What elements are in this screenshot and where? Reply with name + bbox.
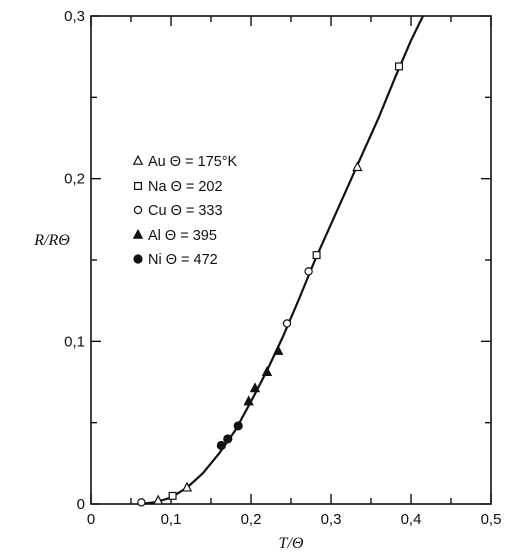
- data-point-series-2: [282, 319, 292, 328]
- x-tick-label: 0,1: [161, 511, 182, 528]
- data-point-series-0: [352, 161, 363, 172]
- data-point-series-2: [137, 498, 146, 507]
- x-tick-label: 0,3: [321, 511, 342, 528]
- data-point-series-4: [233, 421, 243, 431]
- legend-symbol-3: [132, 228, 144, 239]
- tick-labels: 0 0,1 0,2 0,3 0,4 0,5 0 0,1 0,2 0,3: [64, 8, 501, 528]
- legend-marker-1: [134, 182, 143, 191]
- legend-label-4: Ni Θ = 472: [148, 252, 218, 268]
- x-tick-label: 0,4: [401, 511, 422, 528]
- legend-marker-3: [132, 228, 144, 239]
- legend-label-3: Al Θ = 395: [148, 228, 217, 244]
- y-axis-label: R/RΘ: [33, 232, 70, 249]
- data-point-series-3: [273, 345, 284, 355]
- legend: Au Θ = 175°K Na Θ = 202 Cu Θ = 333 Al Θ …: [132, 154, 238, 268]
- legend-marker-2: [133, 205, 143, 215]
- legend-label-1: Na Θ = 202: [148, 179, 223, 195]
- legend-symbol-4: [133, 254, 143, 264]
- legend-symbol-0: [132, 154, 144, 165]
- data-point-series-4: [216, 440, 226, 451]
- data-point-series-0: [153, 494, 164, 505]
- x-tick-label: 0,2: [241, 511, 262, 528]
- ticks: [90, 15, 492, 505]
- data-point-series-1: [395, 62, 404, 71]
- legend-label-0: Au Θ = 175°K: [148, 154, 238, 170]
- legend-marker-4: [133, 254, 143, 264]
- y-tick-label: 0: [77, 496, 85, 513]
- legend-label-2: Cu Θ = 333: [148, 203, 223, 219]
- data-point-series-1: [312, 251, 321, 260]
- x-tick-label: 0: [87, 511, 95, 528]
- data-point-series-4: [223, 434, 233, 444]
- data-point-series-1: [168, 491, 177, 500]
- data-point-series-2: [304, 267, 313, 276]
- legend-symbol-1: [134, 182, 143, 191]
- legend-symbol-2: [133, 205, 143, 215]
- y-tick-label: 0,2: [64, 171, 85, 188]
- x-axis-label: T/Θ: [279, 535, 304, 552]
- y-axis-label-group: R/RΘ: [33, 232, 70, 249]
- y-tick-label: 0,3: [64, 8, 85, 25]
- data-point-series-3: [243, 395, 254, 406]
- x-tick-label: 0,5: [481, 511, 502, 528]
- data-markers: [137, 62, 404, 507]
- data-point-series-3: [249, 382, 261, 393]
- y-tick-label: 0,1: [64, 333, 85, 350]
- data-point-series-3: [261, 366, 273, 377]
- data-point-series-0: [181, 481, 193, 492]
- legend-marker-0: [132, 154, 144, 165]
